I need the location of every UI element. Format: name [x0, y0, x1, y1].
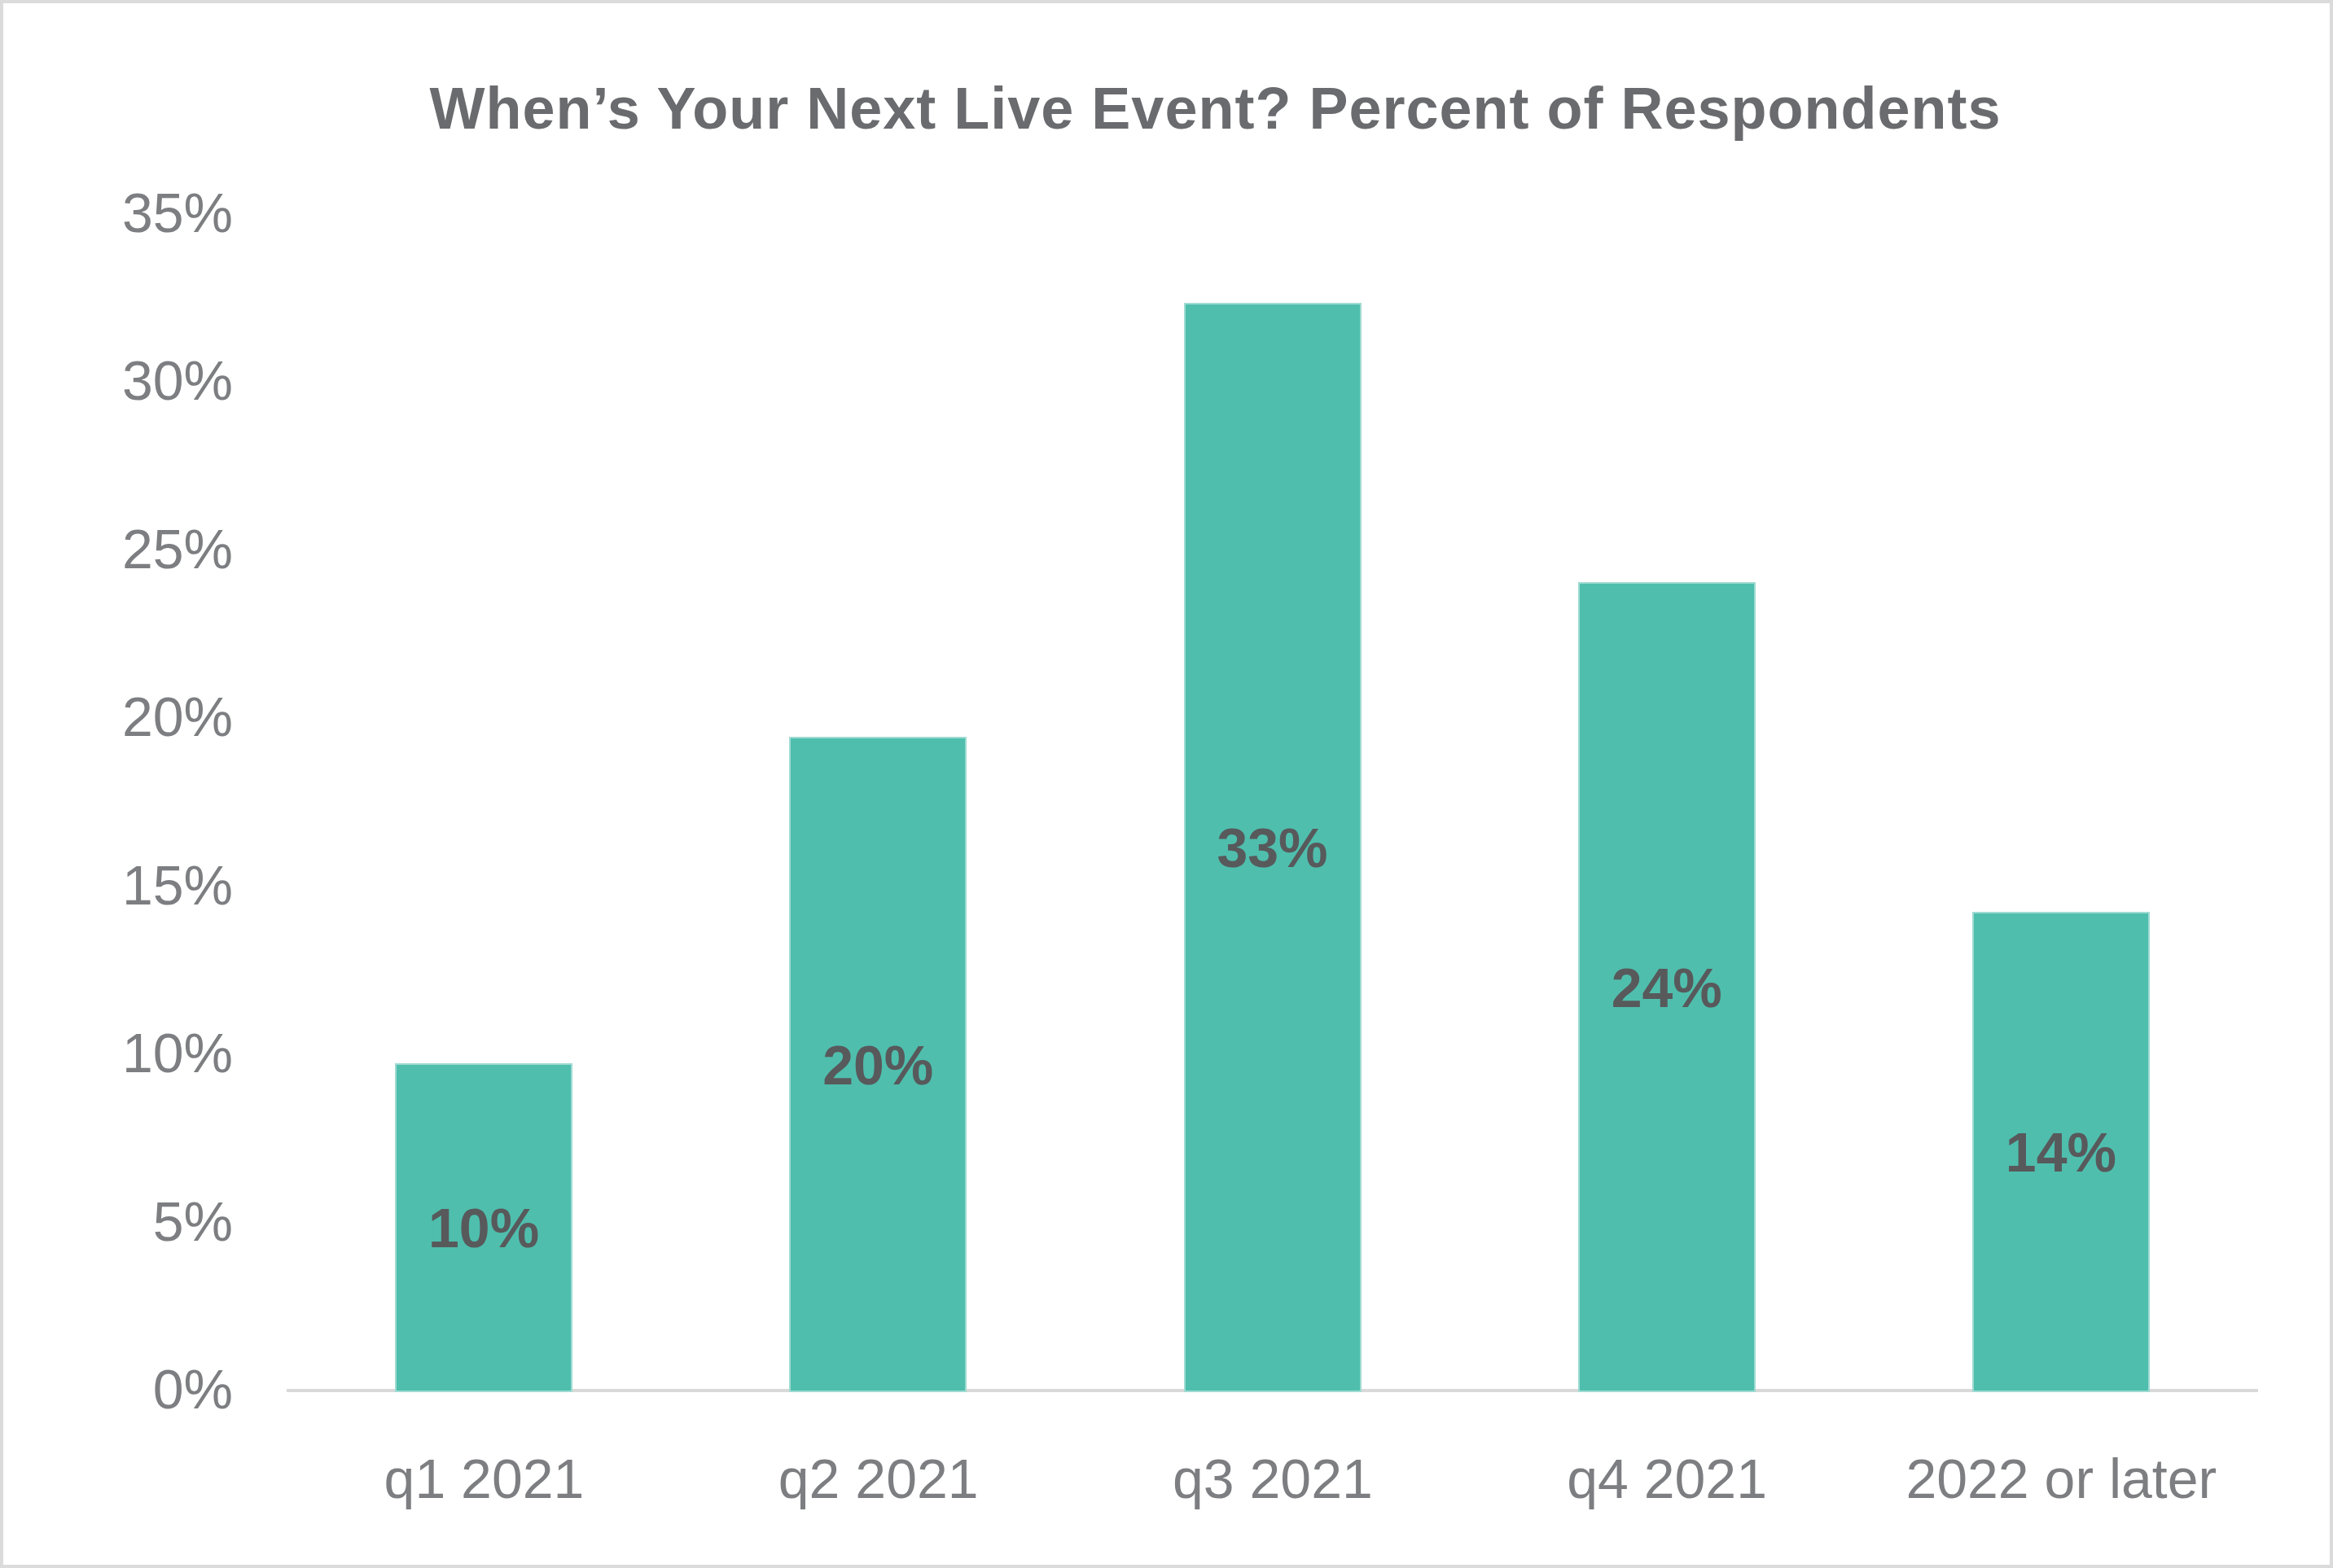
- x-category-label: q1 2021: [287, 1446, 682, 1511]
- bar-q2-2021: 20%: [789, 737, 967, 1392]
- y-tick-label: 15%: [3, 852, 233, 918]
- y-tick-label: 30%: [3, 348, 233, 413]
- bar-value-label: 10%: [428, 1196, 539, 1259]
- y-tick-label: 25%: [3, 516, 233, 581]
- x-category-label: 2022 or later: [1864, 1446, 2259, 1511]
- bar-value-label: 33%: [1217, 816, 1327, 879]
- x-category-label: q2 2021: [681, 1446, 1076, 1511]
- y-tick-label: 20%: [3, 684, 233, 749]
- bar-value-label: 24%: [1612, 956, 1722, 1019]
- bar-q3-2021: 33%: [1184, 303, 1362, 1392]
- bar-value-label: 20%: [822, 1033, 933, 1097]
- y-tick-label: 10%: [3, 1020, 233, 1085]
- bar-q1-2021: 10%: [395, 1063, 572, 1392]
- bar-value-label: 14%: [2006, 1120, 2116, 1184]
- bar-2022-or-later: 14%: [1972, 912, 2150, 1392]
- x-category-label: q4 2021: [1470, 1446, 1865, 1511]
- x-category-label: q3 2021: [1075, 1446, 1470, 1511]
- bar-chart: When’s Your Next Live Event? Percent of …: [0, 0, 2333, 1568]
- bar-q4-2021: 24%: [1578, 582, 1756, 1392]
- y-tick-label: 5%: [3, 1189, 233, 1254]
- chart-title: When’s Your Next Live Event? Percent of …: [101, 75, 2330, 142]
- y-tick-label: 0%: [3, 1356, 233, 1421]
- y-tick-label: 35%: [3, 180, 233, 245]
